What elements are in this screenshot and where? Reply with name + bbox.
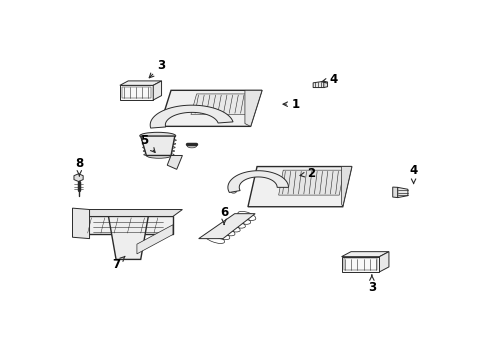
Text: 4: 4 <box>322 73 337 86</box>
Polygon shape <box>278 170 343 195</box>
Polygon shape <box>341 167 351 207</box>
Text: 8: 8 <box>75 157 83 176</box>
Polygon shape <box>120 81 161 85</box>
Ellipse shape <box>230 190 236 193</box>
Ellipse shape <box>78 221 82 225</box>
Ellipse shape <box>301 179 309 185</box>
Text: 3: 3 <box>149 59 165 78</box>
Polygon shape <box>323 81 327 87</box>
Text: 6: 6 <box>220 206 228 224</box>
Polygon shape <box>159 90 262 126</box>
Ellipse shape <box>187 144 196 148</box>
Ellipse shape <box>298 177 312 188</box>
Text: 7: 7 <box>112 256 125 271</box>
Ellipse shape <box>204 101 213 108</box>
Polygon shape <box>167 156 182 169</box>
Text: 4: 4 <box>408 164 417 184</box>
Text: 1: 1 <box>283 98 300 111</box>
Polygon shape <box>397 187 407 198</box>
Ellipse shape <box>230 181 236 185</box>
Polygon shape <box>312 81 324 87</box>
Polygon shape <box>82 216 173 234</box>
Ellipse shape <box>140 132 175 139</box>
Ellipse shape <box>201 99 216 110</box>
Polygon shape <box>341 257 379 272</box>
Text: 3: 3 <box>367 275 375 294</box>
Polygon shape <box>341 252 388 257</box>
Polygon shape <box>244 90 262 126</box>
Polygon shape <box>137 225 173 254</box>
Text: 5: 5 <box>140 134 155 152</box>
Polygon shape <box>150 105 233 128</box>
Polygon shape <box>227 171 288 193</box>
Text: 2: 2 <box>300 167 315 180</box>
Polygon shape <box>141 136 175 156</box>
Polygon shape <box>108 216 148 260</box>
Polygon shape <box>120 85 153 100</box>
Polygon shape <box>72 208 89 239</box>
Polygon shape <box>190 94 255 114</box>
Polygon shape <box>392 187 397 198</box>
Ellipse shape <box>75 219 84 228</box>
Polygon shape <box>82 210 182 216</box>
Polygon shape <box>74 174 83 181</box>
Polygon shape <box>198 214 255 239</box>
Polygon shape <box>379 252 388 272</box>
Polygon shape <box>153 81 161 100</box>
Polygon shape <box>247 167 351 207</box>
Ellipse shape <box>146 153 171 158</box>
